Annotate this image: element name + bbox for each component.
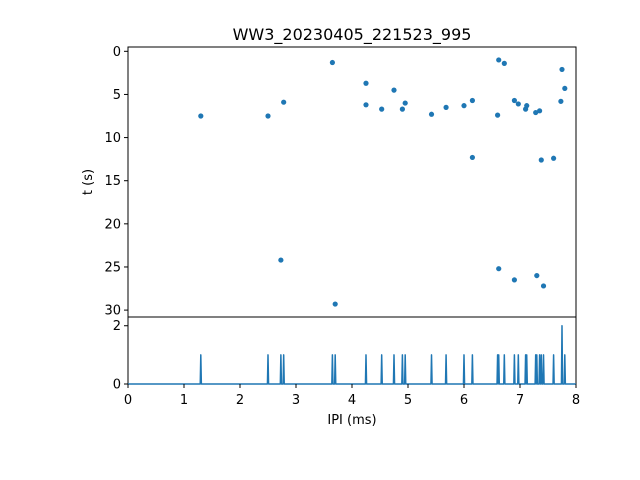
histogram-line [128, 324, 576, 385]
histogram-x-axis-label: IPI (ms) [327, 413, 376, 428]
histogram-x-tick-label: 5 [404, 393, 412, 408]
scatter-y-axis-label: t (s) [81, 169, 96, 195]
scatter-point [558, 98, 564, 104]
scatter-point [562, 85, 568, 92]
scatter-point [198, 113, 204, 119]
scatter-point [402, 100, 408, 106]
scatter-point [363, 80, 369, 86]
scatter-point [533, 109, 539, 116]
histogram-x-tick-label: 7 [516, 393, 524, 408]
scatter-y-tick-label: 20 [104, 217, 121, 232]
scatter-y-tick-label: 30 [104, 304, 121, 319]
scatter-point [496, 266, 502, 272]
scatter-y-tick-label: 15 [104, 174, 121, 189]
scatter-point [281, 99, 287, 105]
scatter-point [469, 97, 475, 104]
scatter-point [469, 154, 475, 161]
scatter-point [391, 87, 397, 93]
scatter-point [278, 257, 284, 263]
histogram-x-tick-label: 0 [124, 393, 132, 408]
histogram-x-tick-label: 2 [236, 393, 244, 408]
scatter-point [551, 155, 557, 161]
histogram-x-tick-label: 1 [180, 393, 188, 408]
scatter-y-ticks: 0 5 10 15 20 25 30 [104, 45, 128, 319]
scatter-panel: WW3_20230405_221523_995 0 5 10 15 20 25 30 t (… [81, 25, 577, 319]
histogram-x-tick-label: 6 [460, 393, 468, 408]
scatter-point [559, 66, 565, 73]
scatter-point [524, 103, 530, 109]
scatter-point [511, 97, 517, 104]
scatter-point [511, 277, 517, 283]
scatter-point [495, 112, 501, 118]
scatter-point [461, 103, 467, 109]
histogram-y-ticks: 02 [113, 319, 128, 393]
scatter-y-tick-label: 25 [104, 260, 121, 275]
scatter-point [379, 106, 385, 112]
scatter-point [501, 60, 507, 66]
scatter-point [265, 113, 271, 119]
histogram-x-tick-label: 4 [348, 393, 356, 408]
scatter-point [538, 157, 544, 163]
scatter-y-tick-label: 0 [113, 45, 121, 60]
scatter-point [515, 101, 521, 107]
scatter-point [428, 111, 435, 117]
scatter-point [534, 272, 540, 279]
histogram-x-tick-label: 8 [572, 393, 580, 408]
scatter-y-tick-label: 5 [113, 88, 121, 103]
scatter-point [363, 102, 369, 108]
scatter-point [540, 283, 547, 289]
scatter-point [332, 301, 338, 307]
scatter-point [537, 108, 543, 114]
scatter-point [496, 57, 502, 63]
histogram-x-ticks: 0 1 2 3 4 5 6 7 8 [124, 384, 580, 408]
scatter-y-tick-label: 10 [104, 131, 121, 146]
chart-title: WW3_20230405_221523_995 [233, 25, 472, 45]
histogram-y-tick-label: 0 [113, 378, 121, 393]
histogram-x-tick-label: 3 [292, 393, 300, 408]
histogram-y-tick-label: 2 [113, 319, 121, 334]
scatter-point [329, 59, 335, 66]
scatter-points [198, 57, 568, 307]
scatter-point [399, 106, 405, 112]
scatter-point [443, 104, 449, 110]
